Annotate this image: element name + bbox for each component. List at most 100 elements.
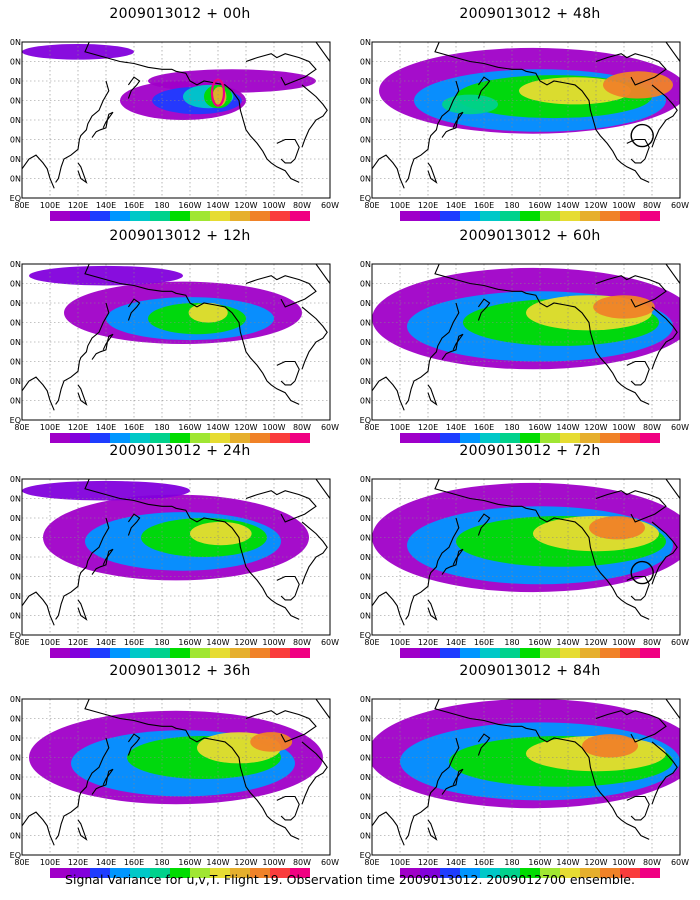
longitude-label: 60W (671, 858, 689, 867)
colorbar-swatch (230, 211, 250, 221)
colorbar-swatch (110, 868, 130, 878)
colorbar-swatch (620, 868, 640, 878)
latitude-label: 10N (10, 175, 21, 184)
coastline (595, 490, 667, 523)
variance-field (379, 47, 680, 134)
coastline (372, 591, 405, 626)
colorbar-swatch (440, 211, 460, 221)
graticule (372, 699, 680, 855)
longitude-label: 60W (321, 858, 339, 867)
latitude-label: 40N (360, 553, 371, 562)
coastline (595, 53, 667, 86)
colorbar-swatch (90, 868, 110, 878)
longitude-label: 120E (418, 638, 438, 647)
longitude-label: 140E (96, 638, 116, 647)
coastline (245, 275, 317, 308)
colorbar: 1.62.23.145.16.37.591114212940 (400, 868, 660, 878)
coastline (55, 737, 110, 840)
longitude-label: 80W (643, 201, 661, 210)
longitude-label: 120W (234, 201, 257, 210)
longitude-label: 120E (418, 858, 438, 867)
coastline (127, 733, 141, 756)
latitude-label: 70N (10, 58, 21, 67)
latitude-label: 50N (360, 754, 371, 763)
latitude-label: EQ (10, 631, 21, 640)
latitude-label: EQ (360, 631, 371, 640)
colorbar: 1.62.23.145.16.37.591114212940 (400, 433, 660, 443)
latitude-label: 50N (360, 97, 371, 106)
longitude-label: 100W (262, 638, 285, 647)
longitude-label: 120W (234, 858, 257, 867)
longitude-label: 100E (390, 423, 410, 432)
longitude-label: 80W (643, 638, 661, 647)
latitude-label: EQ (10, 416, 21, 425)
latitude-label: 40N (10, 773, 21, 782)
longitude-label: 100W (262, 423, 285, 432)
colorbar-swatch (580, 433, 600, 443)
latitude-label: EQ (360, 194, 371, 203)
longitude-label: 60W (671, 423, 689, 432)
longitude-label: 120W (234, 423, 257, 432)
colorbar-swatch (130, 211, 150, 221)
longitude-label: 140W (206, 858, 229, 867)
colorbar-swatch (400, 211, 420, 221)
latitude-label: 60N (360, 299, 371, 308)
observation-contour (210, 78, 226, 107)
colorbar-swatch (520, 433, 540, 443)
colorbar-swatch (110, 433, 130, 443)
latitude-label: 50N (10, 97, 21, 106)
longitude-label: 160E (124, 423, 144, 432)
colorbar-swatch (250, 211, 270, 221)
variance-contour (188, 303, 228, 323)
latitude-label: 80N (360, 38, 371, 47)
longitude-label: 100E (40, 858, 60, 867)
latitude-label: 30N (10, 358, 21, 367)
colorbar-swatch (210, 211, 230, 221)
map-frame (371, 698, 681, 856)
longitude-label: 120W (234, 638, 257, 647)
longitude-label: 120E (68, 201, 88, 210)
colorbar: 1.62.23.145.16.37.591114212940 (50, 648, 310, 658)
colorbar-swatch (540, 211, 560, 221)
coastline (434, 42, 650, 183)
colorbar-swatch (150, 648, 170, 658)
variance-contour (603, 71, 673, 99)
coastline (626, 138, 650, 164)
latitude-label: 50N (10, 754, 21, 763)
colorbar-swatch (600, 433, 620, 443)
longitude-label: 160W (528, 201, 551, 210)
longitude-label: 180 (504, 638, 519, 647)
longitude-label: 80E (364, 423, 379, 432)
colorbar-swatch (440, 868, 460, 878)
longitude-label: 80E (14, 201, 29, 210)
colorbar-swatch (500, 433, 520, 443)
colorbar-swatch (440, 648, 460, 658)
longitude-label: 160W (528, 858, 551, 867)
colorbar-swatch (460, 868, 480, 878)
latitude-label: 40N (360, 773, 371, 782)
coastline (301, 84, 328, 148)
coastline (84, 479, 300, 620)
latitude-label: 80N (360, 260, 371, 269)
coastline (127, 76, 141, 99)
colorbar-swatch (150, 868, 170, 878)
coastline (301, 741, 328, 805)
longitude-label: 100E (390, 638, 410, 647)
coastline (477, 513, 491, 536)
latitude-label: 30N (10, 573, 21, 582)
colorbar-swatch (70, 211, 90, 221)
latitude-label: 30N (10, 136, 21, 145)
colorbar-swatch (70, 648, 90, 658)
latitude-label: 70N (10, 280, 21, 289)
colorbar-swatch (420, 868, 440, 878)
coastline (84, 264, 300, 405)
longitude-label: 100E (40, 423, 60, 432)
longitude-label: 100E (390, 201, 410, 210)
longitude-label: 160E (124, 638, 144, 647)
latitude-label: 30N (360, 358, 371, 367)
colorbar-swatch (600, 211, 620, 221)
longitude-label: 140E (446, 423, 466, 432)
longitude-label: 140W (206, 201, 229, 210)
colorbar-swatch (190, 211, 210, 221)
